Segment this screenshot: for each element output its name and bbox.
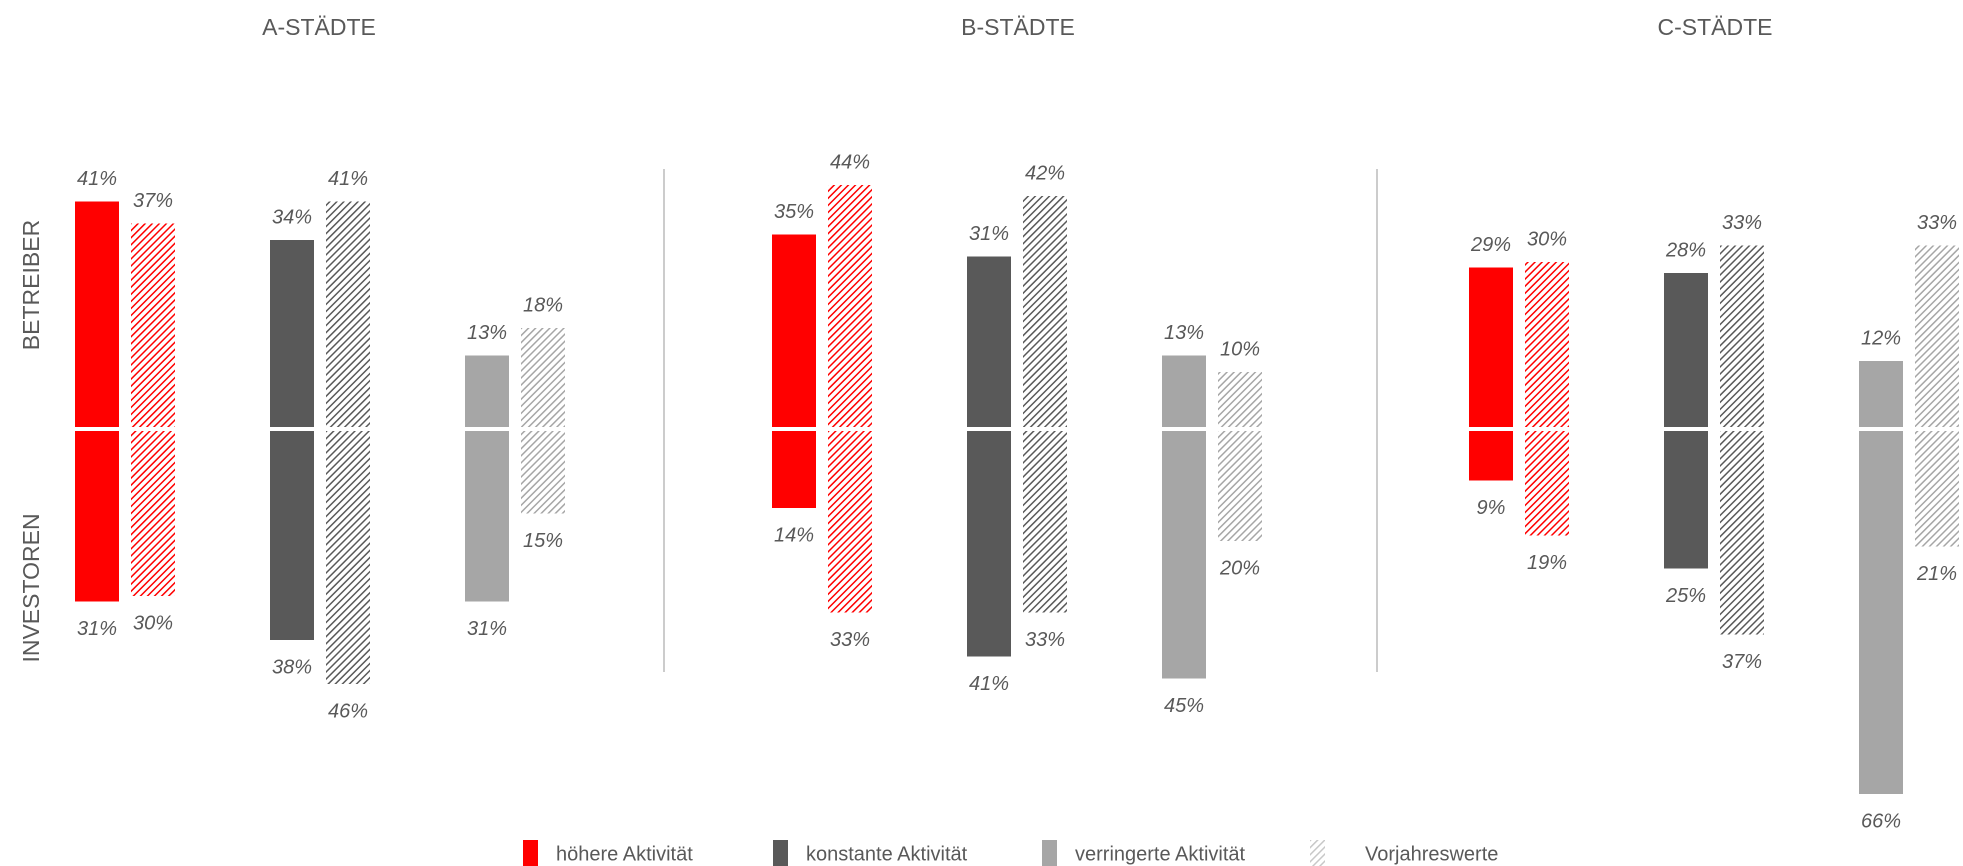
value-label: 44%: [830, 151, 870, 173]
bar-investoren: [1664, 431, 1708, 569]
value-label: 41%: [77, 168, 117, 190]
value-label: 20%: [1219, 557, 1260, 579]
value-label: 29%: [1470, 234, 1511, 256]
bar-betreiber: [1664, 273, 1708, 427]
group-title: A-STÄDTE: [262, 14, 376, 40]
bar-investoren: [270, 431, 314, 640]
value-label: 41%: [328, 168, 368, 190]
value-label: 33%: [1025, 629, 1065, 651]
value-label: 30%: [133, 612, 173, 634]
value-label: 33%: [1722, 212, 1762, 234]
value-label: 13%: [1164, 322, 1204, 344]
value-label: 31%: [969, 223, 1009, 245]
bar-investoren: [1162, 431, 1206, 679]
bar-investoren: [772, 431, 816, 508]
value-label: 45%: [1164, 695, 1204, 717]
bar-betreiber: [1859, 361, 1903, 427]
legend-label: höhere Aktivität: [556, 843, 693, 865]
value-label: 12%: [1861, 327, 1901, 349]
bar-betreiber: [131, 223, 175, 427]
bar-investoren: [1023, 431, 1067, 613]
legend-swatch: [1042, 840, 1057, 866]
bar-betreiber: [828, 185, 872, 427]
bar-investoren: [131, 431, 175, 596]
bar-betreiber: [270, 240, 314, 427]
legend-label: verringerte Aktivität: [1075, 843, 1246, 865]
value-label: 13%: [467, 322, 507, 344]
bar-betreiber: [465, 355, 509, 427]
value-label: 18%: [523, 294, 563, 316]
bar-betreiber: [1162, 355, 1206, 427]
value-label: 14%: [774, 524, 814, 546]
bar-investoren: [828, 431, 872, 613]
value-label: 19%: [1527, 552, 1567, 574]
legend-label: Vorjahreswerte: [1365, 843, 1498, 865]
bar-investoren: [967, 431, 1011, 657]
value-label: 30%: [1527, 228, 1567, 250]
value-label: 31%: [467, 618, 507, 640]
value-label: 9%: [1477, 497, 1506, 519]
bar-betreiber: [967, 256, 1011, 427]
legend-label: konstante Aktivität: [806, 843, 968, 865]
value-label: 28%: [1665, 239, 1706, 261]
value-label: 66%: [1861, 810, 1901, 832]
bar-betreiber: [1720, 245, 1764, 427]
bar-investoren: [465, 431, 509, 602]
bar-investoren: [1720, 431, 1764, 635]
value-label: 35%: [774, 201, 814, 223]
bar-betreiber: [1218, 372, 1262, 427]
value-label: 25%: [1665, 585, 1706, 607]
value-label: 37%: [1722, 651, 1762, 673]
bar-investoren: [1218, 431, 1262, 541]
bar-betreiber: [326, 201, 370, 427]
value-label: 10%: [1220, 338, 1260, 360]
bar-investoren: [326, 431, 370, 684]
bar-betreiber: [75, 201, 119, 427]
bar-betreiber: [1469, 267, 1513, 427]
value-label: 33%: [1917, 212, 1957, 234]
value-label: 37%: [133, 190, 173, 212]
axis-label: BETREIBER: [18, 220, 44, 350]
bar-betreiber: [772, 234, 816, 427]
bar-investoren: [1859, 431, 1903, 794]
value-label: 21%: [1916, 563, 1957, 585]
bar-investoren: [1915, 431, 1959, 547]
value-label: 15%: [523, 530, 563, 552]
value-label: 33%: [830, 629, 870, 651]
bar-investoren: [521, 431, 565, 514]
value-label: 38%: [272, 656, 312, 678]
bar-investoren: [75, 431, 119, 602]
bar-betreiber: [521, 328, 565, 427]
value-label: 46%: [328, 700, 368, 722]
legend-swatch: [773, 840, 788, 866]
bar-investoren: [1469, 431, 1513, 481]
bar-investoren: [1525, 431, 1569, 536]
value-label: 31%: [77, 618, 117, 640]
legend-swatch: [1310, 840, 1325, 866]
legend-swatch: [523, 840, 538, 866]
bar-betreiber: [1915, 245, 1959, 427]
group-title: C-STÄDTE: [1658, 14, 1773, 40]
bar-betreiber: [1525, 262, 1569, 427]
bar-betreiber: [1023, 196, 1067, 427]
value-label: 34%: [272, 206, 312, 228]
value-label: 42%: [1025, 162, 1065, 184]
axis-label: INVESTOREN: [18, 513, 44, 662]
group-title: B-STÄDTE: [961, 14, 1075, 40]
value-label: 41%: [969, 673, 1009, 695]
